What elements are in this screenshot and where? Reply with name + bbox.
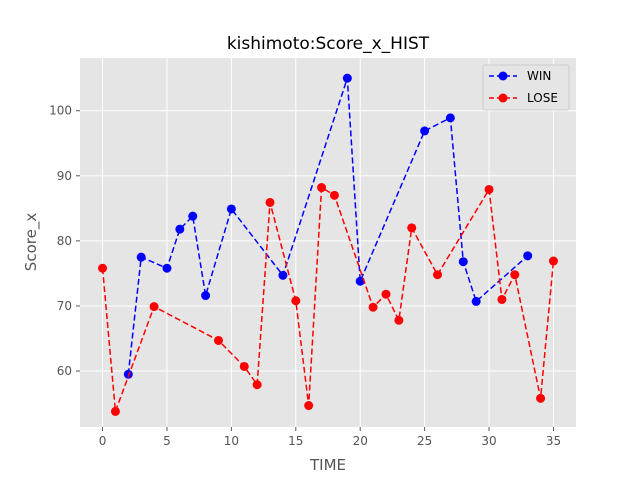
x-tick-label: 0 <box>99 434 107 448</box>
data-point-lose <box>497 294 507 304</box>
data-point-lose <box>317 183 327 193</box>
data-point-lose <box>239 361 249 371</box>
data-point-lose <box>368 302 378 312</box>
legend-label-win: WIN <box>527 69 551 83</box>
data-point-win <box>175 224 185 234</box>
y-tick-label: 60 <box>57 364 72 378</box>
y-tick-label: 80 <box>57 234 72 248</box>
data-point-win <box>278 270 288 280</box>
legend-item-win: WIN <box>489 69 551 83</box>
x-tick-label: 15 <box>288 434 303 448</box>
data-point-lose <box>381 289 391 299</box>
x-tick-label: 20 <box>353 434 368 448</box>
x-axis-label: TIME <box>309 456 346 474</box>
ticks: 0 5 10 15 20 25 30 35 60 70 80 90 100 <box>49 104 561 448</box>
data-point-lose <box>265 197 275 207</box>
legend-label-lose: LOSE <box>527 91 558 105</box>
data-point-win <box>162 263 172 273</box>
y-tick-label: 90 <box>57 169 72 183</box>
data-point-lose <box>484 184 494 194</box>
x-tick-label: 25 <box>417 434 432 448</box>
plot-area <box>80 58 576 427</box>
data-point-lose <box>110 406 120 416</box>
data-point-lose <box>291 296 301 306</box>
x-tick-label: 30 <box>481 434 496 448</box>
legend: WIN LOSE <box>482 64 570 111</box>
x-tick-label: 5 <box>163 434 171 448</box>
data-point-lose <box>548 256 558 266</box>
legend-item-lose: LOSE <box>489 91 558 105</box>
data-point-lose <box>213 335 223 345</box>
data-point-win <box>136 252 146 262</box>
data-point-win <box>188 211 198 221</box>
data-point-lose <box>149 302 159 312</box>
data-point-win <box>471 296 481 306</box>
data-point-win <box>226 204 236 214</box>
data-point-lose <box>329 190 339 200</box>
data-point-lose <box>407 223 417 233</box>
data-point-win <box>355 276 365 286</box>
data-point-win <box>445 113 455 123</box>
legend-marker-win <box>498 71 508 81</box>
x-tick-label: 10 <box>224 434 239 448</box>
data-point-lose <box>433 270 443 280</box>
data-point-win <box>342 73 352 83</box>
y-axis-label: Score_x <box>22 213 41 272</box>
grid <box>80 58 576 427</box>
chart-title: kishimoto:Score_x_HIST <box>227 34 430 54</box>
data-point-win <box>458 257 468 267</box>
series-win <box>123 73 533 379</box>
data-point-win <box>523 251 533 261</box>
data-point-lose <box>510 270 520 280</box>
legend-marker-lose <box>498 93 508 103</box>
data-point-lose <box>98 263 108 273</box>
x-tick-label: 35 <box>546 434 561 448</box>
data-point-lose <box>536 393 546 403</box>
y-tick-label: 100 <box>49 104 72 118</box>
data-point-lose <box>252 380 262 390</box>
data-point-win <box>420 126 430 136</box>
data-point-lose <box>304 401 314 411</box>
series <box>98 73 558 416</box>
data-point-win <box>201 291 211 301</box>
y-tick-label: 70 <box>57 299 72 313</box>
data-point-lose <box>394 315 404 325</box>
series-lose <box>98 183 558 416</box>
